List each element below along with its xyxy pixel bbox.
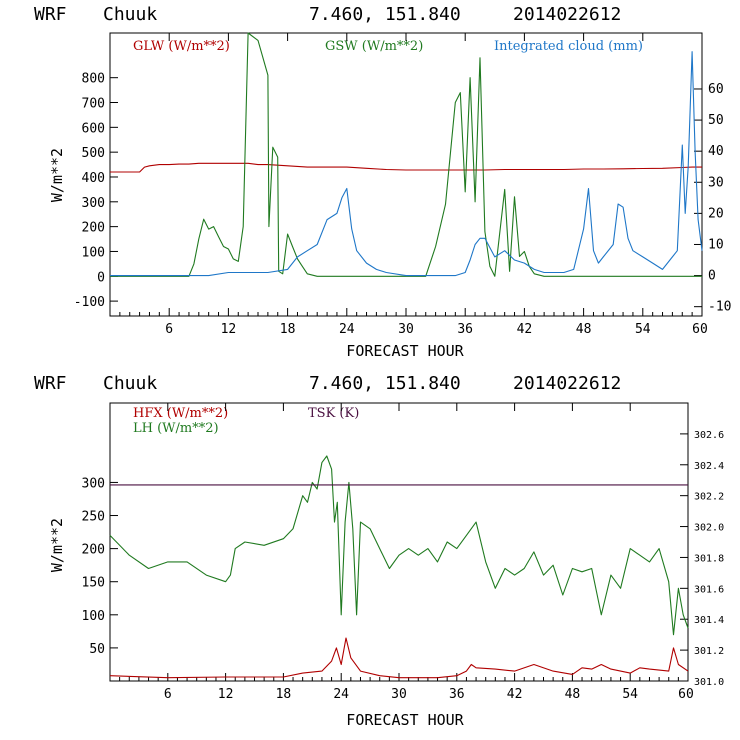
legend-lh: LH (W/m**2)	[133, 421, 219, 436]
panel1-ytick-right-label: 30	[708, 175, 724, 190]
panel2-ytick-label: 150	[82, 576, 105, 591]
panel1-model-title: WRF	[34, 4, 67, 25]
panel2-ytick-right-label: 302.0	[694, 523, 724, 534]
panel2-series-lh	[109, 455, 689, 636]
panel2-xtick-label: 12	[218, 687, 234, 702]
panel2-xtick-label: 48	[565, 687, 581, 702]
panel2-ytick-right-label: 302.4	[694, 461, 724, 472]
panel2-series-hfx	[109, 637, 689, 679]
panel1-init-title: 2014022612	[513, 4, 621, 25]
panel1-xtick-label: 54	[635, 322, 651, 337]
panel2-ytick-right-label: 301.6	[694, 584, 724, 595]
panel2-ytick-right-label: 301.8	[694, 553, 724, 564]
panel2-xtick-label: 36	[449, 687, 465, 702]
panel2-xtick-label: 30	[391, 687, 407, 702]
panel2-xtick-label: 24	[333, 687, 349, 702]
panel1-ytick-right-label: 40	[708, 144, 724, 159]
panel1-xtick-label: 18	[280, 322, 296, 337]
panel1-ytick-label: 0	[97, 270, 105, 285]
panel1-ytick-right-label: 50	[708, 113, 724, 128]
panel1-ytick-label: 100	[82, 245, 105, 260]
legend-gsw: GSW (W/m**2)	[325, 39, 423, 54]
panel1-ytick-label: 200	[82, 221, 105, 236]
panel2-ytick-label: 300	[82, 476, 105, 491]
panel2-xtick-label: 42	[507, 687, 523, 702]
panel1-ytick-label: 500	[82, 146, 105, 161]
panel1-xlabel: FORECAST HOUR	[346, 342, 464, 360]
panel2-xtick-label: 60	[678, 687, 694, 702]
panel2-plot-area: 6 12 18 24 30 36 42 48 54 60 50 100 150 200 250 300 301.…	[82, 402, 724, 702]
panel2-xtick-label: 18	[276, 687, 292, 702]
panel2-ytick-right-label: 301.2	[694, 646, 724, 657]
panel2-ytick-right-label: 302.6	[694, 430, 724, 441]
panel1-ytick-right-label: -10	[708, 300, 731, 315]
panel1-series-glw	[110, 162, 702, 173]
panel2-ytick-label: 250	[82, 510, 105, 525]
panel2-xtick-label: 54	[622, 687, 638, 702]
panel1-xtick-label: 6	[165, 322, 173, 337]
legend-integrated-cloud: Integrated cloud (mm)	[494, 39, 643, 54]
panel2-coords-title: 7.460, 151.840	[309, 373, 461, 394]
panel2-xtick-label: 6	[164, 687, 172, 702]
panel1-station-title: Chuuk	[103, 4, 157, 25]
panel1-ytick-right-label: 20	[708, 206, 724, 221]
panel2-ytick-right-label: 302.2	[694, 492, 724, 503]
panel2-init-title: 2014022612	[513, 373, 621, 394]
panel1-frame	[109, 32, 703, 317]
panel1-coords-title: 7.460, 151.840	[309, 4, 461, 25]
panel1-ylabel: W/m**2	[48, 148, 66, 202]
panel2-ytick-label: 200	[82, 543, 105, 558]
panel2-ytick-label: 100	[82, 609, 105, 624]
panel1-xtick-label: 60	[692, 322, 708, 337]
panel1-xtick-label: 36	[457, 322, 473, 337]
panel1-plot-area: 6 12 18 24 30 36 42 48 54 60-10001002003004005006…	[74, 32, 731, 337]
panel1-ytick-right-label: 10	[708, 237, 724, 252]
panel1-xtick-label: 48	[576, 322, 592, 337]
panel1-ytick-label: 600	[82, 121, 105, 136]
panel2-ytick-right-label: 301.4	[694, 615, 724, 626]
legend-tsk: TSK (K)	[308, 406, 359, 421]
panel2-xlabel: FORECAST HOUR	[346, 711, 464, 729]
panel1-ytick-label: 300	[82, 196, 105, 211]
panel1-ytick-right-label: 60	[708, 82, 724, 97]
legend-hfx: HFX (W/m**2)	[133, 406, 228, 421]
panel1-ytick-label: -100	[74, 295, 105, 310]
legend-glw: GLW (W/m**2)	[133, 39, 230, 54]
panel2-station-title: Chuuk	[103, 373, 157, 394]
panel2-frame	[109, 402, 689, 682]
panel1-ytick-label: 700	[82, 97, 105, 112]
panel1-series-integrated	[110, 51, 703, 277]
panel2-ytick-label: 50	[89, 642, 105, 657]
panel1-ytick-right-label: 0	[708, 269, 716, 284]
panel2-ytick-right-label: 301.0	[694, 677, 724, 688]
panel1-xtick-label: 30	[398, 322, 414, 337]
panel2-model-title: WRF	[34, 373, 67, 394]
panel1-ytick-label: 400	[82, 171, 105, 186]
panel1-series-gsw	[110, 32, 702, 277]
panel1-xtick-label: 24	[339, 322, 355, 337]
panel1-ytick-label: 800	[82, 72, 105, 87]
panel1-xtick-label: 12	[221, 322, 237, 337]
panel1-xtick-label: 42	[517, 322, 533, 337]
panel2-ylabel: W/m**2	[48, 518, 66, 572]
